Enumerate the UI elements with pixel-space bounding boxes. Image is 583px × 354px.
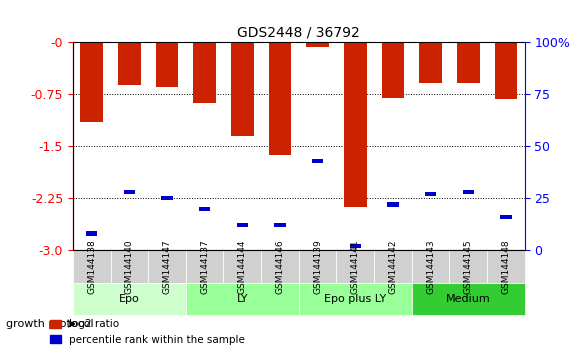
Bar <box>199 206 210 211</box>
Bar <box>387 202 399 206</box>
FancyBboxPatch shape <box>487 250 525 282</box>
Bar <box>457 42 479 82</box>
FancyBboxPatch shape <box>73 250 111 282</box>
FancyBboxPatch shape <box>186 282 299 315</box>
Text: LY: LY <box>237 294 248 304</box>
Text: Epo: Epo <box>119 294 140 304</box>
Bar <box>382 42 404 98</box>
Bar <box>419 42 442 82</box>
FancyBboxPatch shape <box>299 250 336 282</box>
Text: GSM144142: GSM144142 <box>388 239 398 293</box>
FancyBboxPatch shape <box>186 250 223 282</box>
FancyBboxPatch shape <box>449 250 487 282</box>
Bar <box>118 42 141 85</box>
FancyBboxPatch shape <box>412 282 525 315</box>
FancyBboxPatch shape <box>299 282 412 315</box>
FancyBboxPatch shape <box>111 250 148 282</box>
FancyBboxPatch shape <box>374 250 412 282</box>
FancyBboxPatch shape <box>336 250 374 282</box>
Text: GSM144139: GSM144139 <box>313 239 322 294</box>
Bar <box>237 223 248 227</box>
Text: GSM144146: GSM144146 <box>275 239 285 294</box>
Text: GSM144143: GSM144143 <box>426 239 435 294</box>
Bar <box>306 42 329 47</box>
FancyBboxPatch shape <box>148 250 186 282</box>
Bar <box>344 42 367 207</box>
Bar <box>231 42 254 136</box>
Bar <box>312 159 323 163</box>
Bar <box>350 244 361 248</box>
FancyBboxPatch shape <box>73 282 186 315</box>
Text: Epo plus LY: Epo plus LY <box>324 294 387 304</box>
Text: growth protocol: growth protocol <box>6 319 93 329</box>
Bar <box>161 196 173 200</box>
Bar <box>194 42 216 103</box>
Legend: log2 ratio, percentile rank within the sample: log2 ratio, percentile rank within the s… <box>46 315 249 349</box>
Title: GDS2448 / 36792: GDS2448 / 36792 <box>237 26 360 40</box>
Text: GSM144141: GSM144141 <box>351 239 360 294</box>
Bar <box>500 215 511 219</box>
Text: GSM144138: GSM144138 <box>87 239 96 294</box>
Bar <box>462 190 474 194</box>
Bar <box>269 42 292 155</box>
Text: GSM144145: GSM144145 <box>463 239 473 294</box>
Bar <box>156 42 178 87</box>
Bar <box>425 192 436 196</box>
Text: GSM144147: GSM144147 <box>163 239 171 294</box>
Text: GSM144137: GSM144137 <box>200 239 209 294</box>
Bar <box>494 42 517 99</box>
Bar <box>80 42 103 122</box>
FancyBboxPatch shape <box>261 250 299 282</box>
Bar <box>86 232 97 236</box>
FancyBboxPatch shape <box>412 250 449 282</box>
Text: GSM144140: GSM144140 <box>125 239 134 294</box>
Bar <box>124 190 135 194</box>
FancyBboxPatch shape <box>223 250 261 282</box>
Text: GSM144148: GSM144148 <box>501 239 510 294</box>
Text: GSM144144: GSM144144 <box>238 239 247 293</box>
Text: Medium: Medium <box>446 294 491 304</box>
Bar <box>275 223 286 227</box>
